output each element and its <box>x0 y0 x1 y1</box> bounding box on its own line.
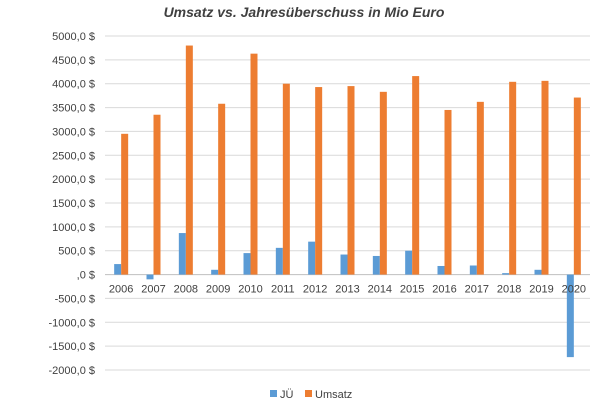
bar-jue-2017 <box>469 265 477 275</box>
bar-jue-2019 <box>534 269 542 275</box>
legend-label: JÜ <box>280 389 294 401</box>
bar-umsatz-2017 <box>476 101 484 275</box>
x-tick-label: 2015 <box>400 284 424 296</box>
bar-umsatz-2019 <box>541 80 549 275</box>
bar-umsatz-2006 <box>121 133 129 275</box>
bars <box>114 45 581 358</box>
x-tick-label: 2016 <box>432 284 456 296</box>
x-tick-label: 2017 <box>465 284 489 296</box>
y-tick-label: 4000,0 $ <box>52 79 95 91</box>
bar-umsatz-2014 <box>379 91 387 275</box>
y-tick-label: 2000,0 $ <box>52 174 95 186</box>
bar-umsatz-2016 <box>444 109 452 275</box>
legend-label: Umsatz <box>315 389 352 401</box>
x-tick-label: 2006 <box>109 284 133 296</box>
bar-jue-2010 <box>243 253 251 275</box>
bar-umsatz-2008 <box>185 45 193 275</box>
bar-umsatz-2015 <box>412 76 420 275</box>
bar-umsatz-2018 <box>509 81 517 275</box>
legend-swatch <box>305 390 312 397</box>
y-tick-label: -2000,0 $ <box>49 365 95 377</box>
legend: JÜ Umsatz <box>270 389 352 401</box>
y-tick-label: 1000,0 $ <box>52 222 95 234</box>
bar-jue-2013 <box>340 254 348 275</box>
bar-umsatz-2007 <box>153 114 161 275</box>
x-axis-tick-labels: 2006 2007 2008 2009 2010 2011 2012 2013 2014 2015… <box>109 284 586 296</box>
x-tick-label: 2014 <box>368 284 392 296</box>
bar-umsatz-2009 <box>218 103 226 275</box>
x-tick-label: 2010 <box>238 284 262 296</box>
x-tick-label: 2008 <box>174 284 198 296</box>
bar-jue-2012 <box>308 241 316 275</box>
y-tick-label: ,0 $ <box>77 270 95 282</box>
x-tick-label: 2012 <box>303 284 327 296</box>
chart-title: Umsatz vs. Jahresüberschuss in Mio Euro <box>164 4 445 20</box>
bar-umsatz-2010 <box>250 53 258 275</box>
x-tick-label: 2011 <box>271 284 295 296</box>
y-tick-label: 3500,0 $ <box>52 103 95 115</box>
bar-umsatz-2011 <box>282 83 290 275</box>
y-tick-label: 3000,0 $ <box>52 126 95 138</box>
y-tick-label: 5000,0 $ <box>52 31 95 43</box>
bar-jue-2020 <box>566 274 574 358</box>
y-axis-tick-labels: -2000,0 $ -1500,0 $ -1000,0 $ -500,0 $ ,0 $ 5… <box>49 31 95 377</box>
bar-umsatz-2013 <box>347 86 355 275</box>
bar-umsatz-2020 <box>573 97 581 275</box>
y-tick-label: 4500,0 $ <box>52 55 95 67</box>
x-tick-label: 2013 <box>335 284 359 296</box>
x-tick-label: 2019 <box>529 284 553 296</box>
y-tick-label: 1500,0 $ <box>52 198 95 210</box>
x-tick-label: 2009 <box>206 284 230 296</box>
y-tick-label: -1500,0 $ <box>49 341 95 353</box>
y-tick-label: -1000,0 $ <box>49 317 95 329</box>
bar-umsatz-2012 <box>315 87 323 275</box>
bar-jue-2008 <box>178 233 186 275</box>
bar-jue-2007 <box>146 274 154 280</box>
x-tick-label: 2007 <box>141 284 165 296</box>
x-tick-label: 2018 <box>497 284 521 296</box>
y-tick-label: 2500,0 $ <box>52 150 95 162</box>
bar-jue-2006 <box>114 264 122 275</box>
legend-swatch <box>270 390 277 397</box>
bar-jue-2011 <box>275 247 283 275</box>
bar-jue-2009 <box>211 269 219 275</box>
y-tick-label: 500,0 $ <box>58 246 95 258</box>
bar-jue-2018 <box>502 273 510 275</box>
bar-jue-2014 <box>372 255 380 275</box>
bar-jue-2016 <box>437 265 445 275</box>
x-tick-label: 2020 <box>562 284 586 296</box>
y-tick-label: -500,0 $ <box>55 293 95 305</box>
bar-jue-2015 <box>405 250 413 275</box>
